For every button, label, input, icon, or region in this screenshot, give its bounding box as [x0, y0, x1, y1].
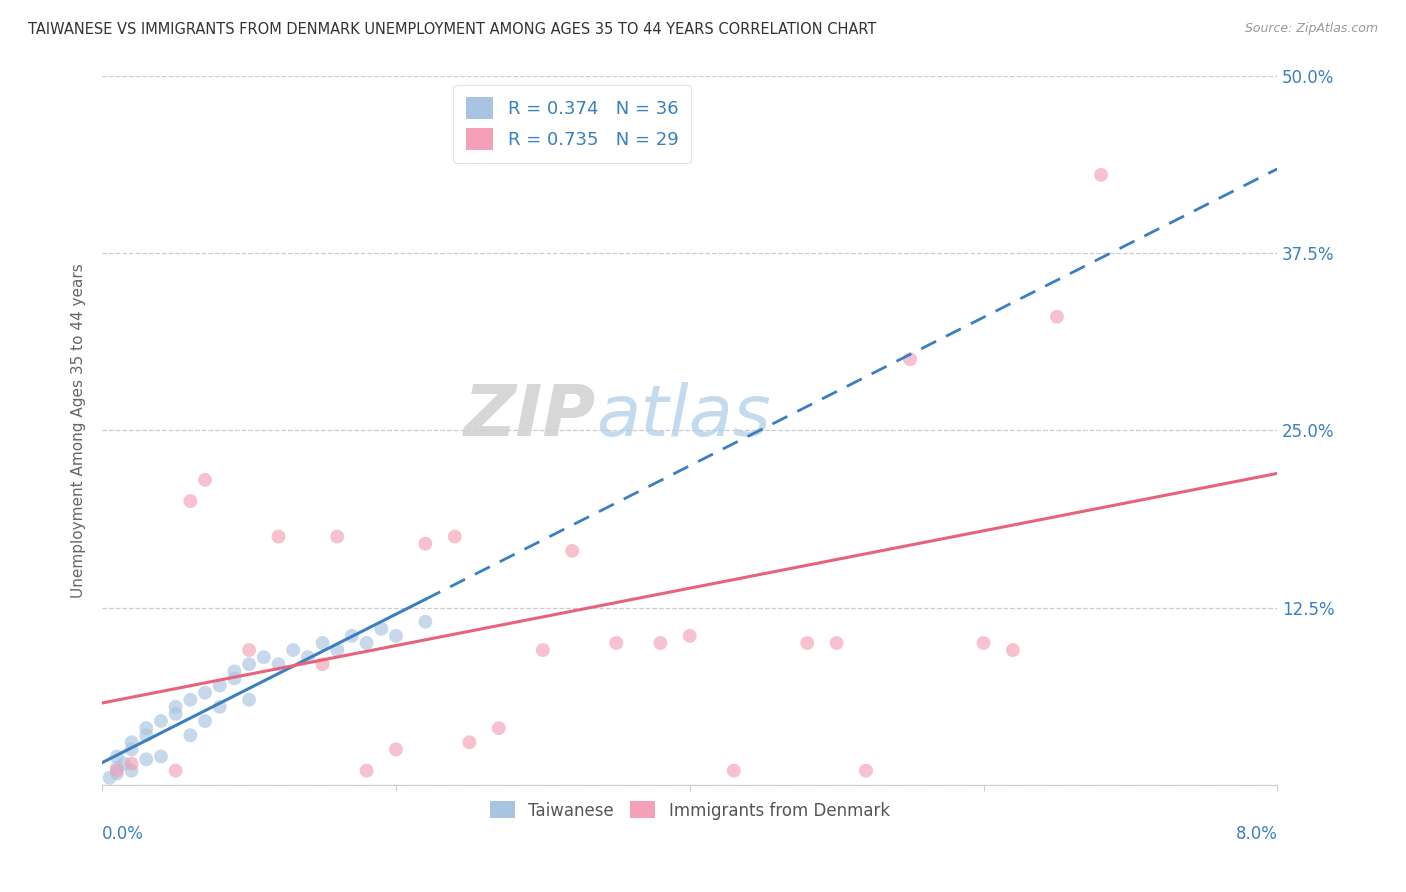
Point	[238, 643, 260, 657]
Point	[605, 636, 627, 650]
Point	[224, 672, 246, 686]
Point	[149, 714, 172, 728]
Point	[194, 686, 217, 700]
Point	[194, 473, 217, 487]
Point	[179, 692, 201, 706]
Point	[238, 657, 260, 672]
Point	[488, 721, 510, 735]
Point	[112, 756, 135, 771]
Point	[165, 699, 187, 714]
Point	[165, 764, 187, 778]
Text: TAIWANESE VS IMMIGRANTS FROM DENMARK UNEMPLOYMENT AMONG AGES 35 TO 44 YEARS CORR: TAIWANESE VS IMMIGRANTS FROM DENMARK UNE…	[28, 22, 876, 37]
Point	[253, 650, 276, 665]
Point	[458, 735, 481, 749]
Point	[1090, 168, 1112, 182]
Point	[415, 537, 437, 551]
Point	[121, 742, 143, 756]
Point	[679, 629, 702, 643]
Point	[311, 636, 333, 650]
Point	[121, 735, 143, 749]
Point	[194, 714, 217, 728]
Point	[105, 764, 128, 778]
Point	[370, 622, 392, 636]
Point	[267, 530, 290, 544]
Legend: Taiwanese, Immigrants from Denmark: Taiwanese, Immigrants from Denmark	[484, 795, 897, 826]
Point	[208, 699, 231, 714]
Point	[105, 766, 128, 780]
Point	[179, 494, 201, 508]
Point	[311, 657, 333, 672]
Point	[723, 764, 745, 778]
Text: 0.0%: 0.0%	[103, 824, 143, 843]
Point	[385, 742, 408, 756]
Point	[1001, 643, 1024, 657]
Point	[825, 636, 848, 650]
Text: Source: ZipAtlas.com: Source: ZipAtlas.com	[1244, 22, 1378, 36]
Point	[135, 752, 157, 766]
Point	[326, 530, 349, 544]
Point	[340, 629, 363, 643]
Point	[898, 352, 921, 367]
Text: 8.0%: 8.0%	[1236, 824, 1277, 843]
Point	[149, 749, 172, 764]
Point	[356, 636, 378, 650]
Point	[385, 629, 408, 643]
Y-axis label: Unemployment Among Ages 35 to 44 years: Unemployment Among Ages 35 to 44 years	[72, 263, 86, 598]
Point	[135, 721, 157, 735]
Point	[238, 692, 260, 706]
Point	[98, 771, 121, 785]
Point	[356, 764, 378, 778]
Point	[267, 657, 290, 672]
Point	[297, 650, 319, 665]
Point	[105, 761, 128, 775]
Point	[224, 665, 246, 679]
Point	[1046, 310, 1069, 324]
Point	[135, 728, 157, 742]
Point	[443, 530, 465, 544]
Text: ZIP: ZIP	[464, 382, 596, 450]
Point	[973, 636, 995, 650]
Point	[531, 643, 554, 657]
Point	[415, 615, 437, 629]
Point	[326, 643, 349, 657]
Point	[121, 756, 143, 771]
Point	[283, 643, 305, 657]
Point	[105, 749, 128, 764]
Point	[796, 636, 818, 650]
Point	[208, 679, 231, 693]
Point	[650, 636, 672, 650]
Text: atlas: atlas	[596, 382, 770, 450]
Point	[179, 728, 201, 742]
Point	[165, 706, 187, 721]
Point	[561, 543, 583, 558]
Point	[121, 764, 143, 778]
Point	[855, 764, 877, 778]
